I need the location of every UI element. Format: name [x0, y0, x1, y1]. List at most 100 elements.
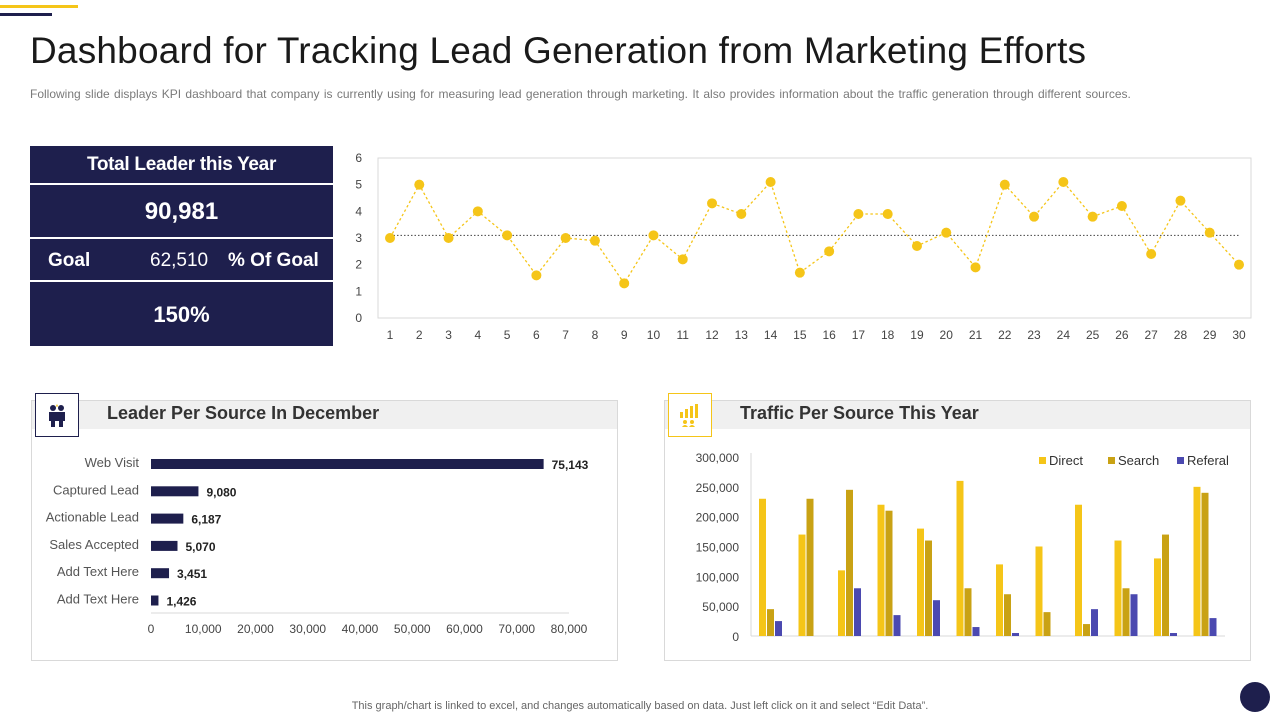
column-bar[interactable] — [1012, 633, 1019, 636]
line-point[interactable] — [1204, 227, 1215, 238]
column-bar[interactable] — [1035, 546, 1043, 637]
col-y-tick-label: 200,000 — [696, 511, 740, 525]
line-point[interactable] — [794, 267, 805, 278]
bar[interactable] — [151, 595, 159, 606]
column-bar[interactable] — [964, 588, 972, 636]
page-subtitle: Following slide displays KPI dashboard t… — [30, 87, 1131, 101]
column-bar[interactable] — [1162, 534, 1169, 636]
line-point[interactable] — [502, 230, 513, 241]
line-point[interactable] — [414, 179, 425, 190]
column-bar[interactable] — [925, 540, 932, 636]
kpi-pct-value: 150% — [153, 302, 210, 327]
column-bar[interactable] — [972, 627, 980, 636]
line-point[interactable] — [1058, 177, 1069, 187]
line-point[interactable] — [1234, 259, 1244, 270]
column-bar[interactable] — [767, 609, 774, 636]
line-point[interactable] — [1146, 249, 1157, 259]
line-point[interactable] — [472, 206, 483, 217]
line-point[interactable] — [443, 233, 454, 243]
column-bar[interactable] — [885, 510, 893, 636]
column-bar[interactable] — [1043, 612, 1051, 636]
line-point[interactable] — [999, 179, 1010, 190]
column-bar[interactable] — [838, 570, 845, 636]
line-point[interactable] — [882, 209, 893, 219]
traffic-per-source-column-chart[interactable]: 0 50,000 100,000 150,000 200,000 250,000 300,0… — [665, 441, 1252, 661]
column-bar[interactable] — [1122, 588, 1130, 636]
line-point[interactable] — [385, 233, 395, 243]
bar[interactable] — [151, 540, 178, 551]
line-point[interactable] — [648, 230, 659, 241]
line-point[interactable] — [589, 235, 600, 246]
legend-label: Direct — [1049, 453, 1083, 468]
bar-value-label: 3,451 — [177, 567, 207, 581]
x-tick-label: 28 — [1174, 328, 1188, 342]
column-bar[interactable] — [877, 504, 885, 636]
line-point[interactable] — [619, 278, 630, 289]
x-tick-label: 20 — [940, 328, 954, 342]
legend-swatch — [1039, 457, 1046, 464]
column-bar[interactable] — [933, 600, 940, 636]
column-bar[interactable] — [1209, 618, 1217, 636]
bar-x-tick-label: 50,000 — [394, 622, 431, 636]
column-bar[interactable] — [854, 588, 861, 636]
column-bar[interactable] — [1154, 558, 1161, 636]
x-tick-label: 27 — [1144, 328, 1158, 342]
column-bar[interactable] — [846, 489, 853, 636]
column-bar[interactable] — [996, 564, 1003, 636]
column-bar[interactable] — [917, 528, 924, 636]
line-point[interactable] — [853, 209, 864, 219]
line-point[interactable] — [970, 262, 981, 273]
column-bar[interactable] — [1193, 486, 1201, 636]
bar[interactable] — [151, 513, 184, 524]
column-bar[interactable] — [893, 615, 901, 636]
accent-line-gold — [0, 5, 78, 8]
column-bar[interactable] — [1201, 492, 1209, 636]
line-point[interactable] — [941, 227, 952, 238]
bar-value-label: 5,070 — [185, 540, 215, 554]
column-bar[interactable] — [1004, 594, 1011, 636]
x-tick-label: 22 — [998, 328, 1012, 342]
bar[interactable] — [151, 568, 170, 579]
column-bar[interactable] — [1075, 504, 1082, 636]
column-bar[interactable] — [1091, 609, 1098, 636]
column-bar[interactable] — [759, 498, 766, 636]
line-point[interactable] — [824, 246, 835, 257]
x-tick-label: 26 — [1115, 328, 1129, 342]
bar-x-tick-label: 30,000 — [289, 622, 326, 636]
bar-value-label: 6,187 — [191, 513, 221, 527]
column-bar[interactable] — [1170, 633, 1177, 636]
line-point[interactable] — [677, 254, 688, 265]
line-point[interactable] — [531, 270, 542, 281]
x-tick-label: 15 — [793, 328, 807, 342]
kpi-card: Total Leader this Year 90,981 Goal 62,51… — [30, 146, 333, 346]
line-point[interactable] — [765, 177, 776, 187]
col-y-tick-label: 250,000 — [696, 481, 740, 495]
line-point[interactable] — [736, 209, 747, 219]
line-point[interactable] — [1175, 195, 1186, 206]
line-point[interactable] — [911, 241, 922, 251]
column-bar[interactable] — [775, 621, 782, 636]
column-bar[interactable] — [806, 498, 814, 636]
column-bar[interactable] — [798, 534, 806, 636]
kpi-header: Total Leader this Year — [30, 146, 333, 185]
line-point[interactable] — [1087, 211, 1098, 222]
line-point[interactable] — [1029, 211, 1040, 222]
legend-swatch — [1177, 457, 1184, 464]
bar[interactable] — [151, 459, 544, 469]
kpi-pct-label: % Of Goal — [228, 249, 319, 271]
column-bar[interactable] — [956, 480, 964, 636]
line-point[interactable] — [1116, 201, 1127, 211]
kpi-goal-value: 62,510 — [150, 249, 209, 271]
column-bar[interactable] — [1083, 624, 1090, 636]
line-point[interactable] — [707, 198, 718, 209]
column-bar[interactable] — [1114, 540, 1122, 636]
legend-swatch — [1108, 457, 1115, 464]
x-tick-label: 18 — [881, 328, 895, 342]
leader-per-source-bar-chart[interactable]: 0 10,000 20,000 30,000 40,000 50,000 60,000 70,… — [32, 441, 619, 661]
traffic-panel-header: Traffic Per Source This Year — [665, 393, 1250, 437]
bar[interactable] — [151, 486, 199, 497]
column-bar[interactable] — [1130, 594, 1138, 636]
line-point[interactable] — [560, 233, 571, 243]
x-tick-label: 13 — [735, 328, 749, 342]
